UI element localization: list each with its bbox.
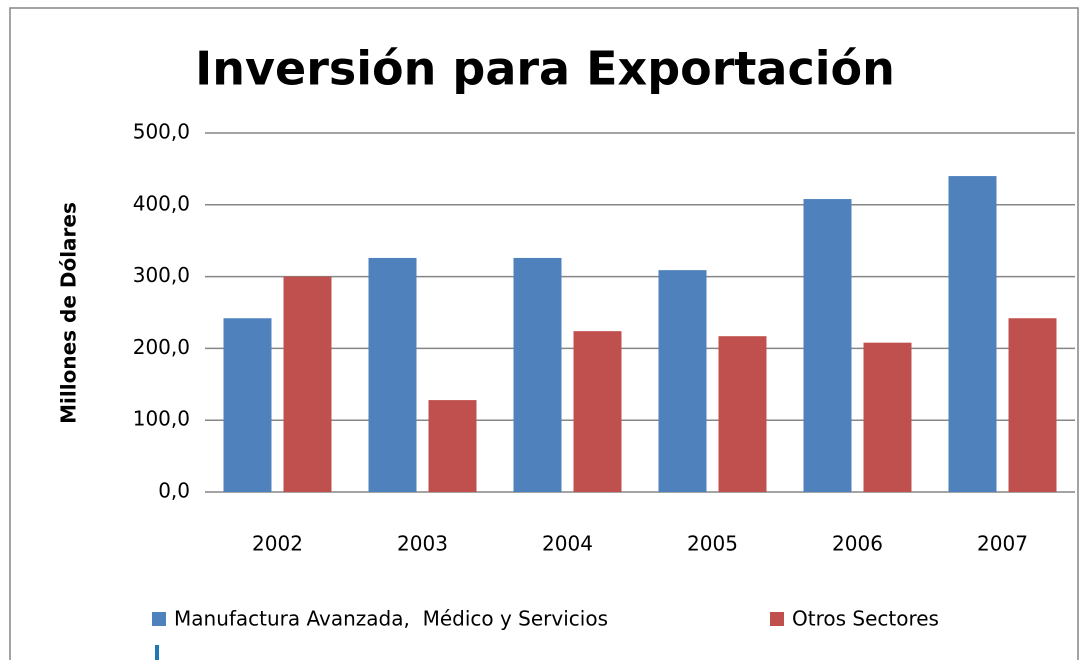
- legend-swatch: [770, 612, 784, 626]
- legend-label: Otros Sectores: [792, 607, 939, 631]
- bar: [1008, 318, 1057, 492]
- y-tick-label: 0,0: [158, 479, 190, 503]
- bar: [948, 176, 997, 492]
- y-tick-label: 400,0: [133, 191, 190, 215]
- bar: [283, 276, 332, 492]
- bar: [223, 318, 272, 492]
- x-tick-label: 2006: [832, 532, 883, 556]
- bar: [428, 400, 477, 492]
- bar: [658, 270, 707, 492]
- x-tick-label: 2007: [977, 532, 1028, 556]
- x-tick-label: 2004: [542, 532, 593, 556]
- x-tick-label: 2002: [252, 532, 303, 556]
- legend-swatch: [152, 612, 166, 626]
- y-tick-label: 100,0: [133, 407, 190, 431]
- bar: [718, 336, 767, 492]
- y-axis-label: Millones de Dólares: [57, 202, 81, 424]
- y-tick-label: 200,0: [133, 335, 190, 359]
- chart-title: Inversión para Exportación: [195, 42, 895, 96]
- bar: [803, 199, 852, 492]
- x-tick-label: 2003: [397, 532, 448, 556]
- y-tick-label: 500,0: [133, 120, 190, 144]
- x-tick-label: 2005: [687, 532, 738, 556]
- legend-label: Manufactura Avanzada, Médico y Servicios: [174, 607, 608, 631]
- bar: [863, 342, 912, 492]
- y-tick-label: 300,0: [133, 263, 190, 287]
- bar: [573, 331, 622, 492]
- bar: [368, 257, 417, 492]
- bar: [513, 257, 562, 492]
